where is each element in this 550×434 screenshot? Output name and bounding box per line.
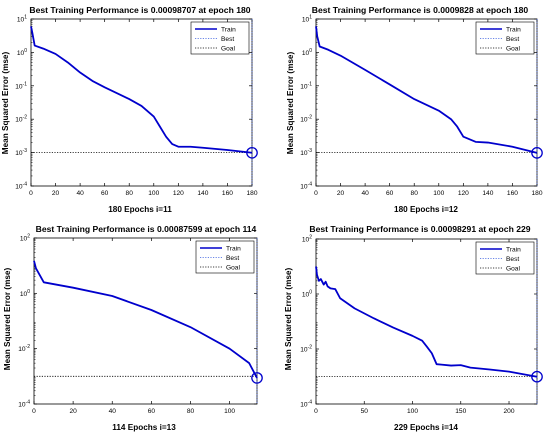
y-tick-label: 10-4 — [18, 400, 30, 409]
y-axis-label: Mean Squared Error (mse) — [3, 268, 12, 371]
best-point-marker — [531, 147, 543, 159]
chart-title: Best Training Performance is 0.00098291 … — [309, 224, 530, 234]
legend-best-label: Best — [226, 255, 239, 262]
chart-title: Best Training Performance is 0.00087599 … — [36, 224, 257, 234]
x-tick-label: 40 — [76, 190, 84, 197]
y-tick-label: 10-1 — [15, 81, 27, 90]
y-tick-label: 10-2 — [300, 345, 312, 354]
x-tick-label: 120 — [458, 190, 469, 197]
best-point-marker — [531, 370, 543, 383]
legend-box — [195, 240, 255, 274]
legend-best-label: Best — [221, 36, 234, 43]
train-series-line — [33, 260, 258, 379]
x-tick-label: 50 — [361, 408, 369, 415]
x-tick-label: 180 — [246, 190, 257, 197]
legend-train-label: Train — [506, 246, 521, 253]
train-series-line — [30, 26, 253, 154]
best-point-marker — [246, 146, 258, 159]
legend-goal-label: Goal — [506, 45, 520, 52]
chart-title: Best Training Performance is 0.00098707 … — [29, 5, 250, 15]
y-tick-label: 10-1 — [300, 81, 312, 90]
x-tick-label: 20 — [69, 408, 77, 415]
legend-box — [190, 21, 250, 55]
x-tick-label: 0 — [29, 190, 33, 197]
y-tick-label: 10-2 — [15, 115, 27, 124]
y-tick-label: 102 — [20, 234, 30, 243]
best-point-marker — [251, 372, 263, 384]
y-tick-label: 10-2 — [300, 115, 312, 124]
train-series-line — [315, 266, 538, 378]
y-tick-label: 101 — [17, 15, 27, 24]
legend-goal-label: Goal — [506, 265, 520, 272]
x-tick-label: 100 — [407, 408, 418, 415]
x-tick-label: 80 — [411, 190, 419, 197]
y-tick-label: 10-2 — [18, 344, 30, 353]
legend-box — [475, 241, 535, 275]
y-tick-label: 10-4 — [300, 400, 312, 409]
x-tick-label: 120 — [173, 190, 184, 197]
y-axis-label: Mean Squared Error (mse) — [284, 268, 293, 371]
legend-best-label: Best — [506, 256, 519, 263]
chart-panel-2: 10-4 10-3 10-2 10-1 100 101 0 20 40 60 80 100 120 140… — [286, 5, 543, 214]
legend-train-label: Train — [226, 245, 241, 252]
x-axis-label: 229 Epochs i=14 — [394, 423, 458, 432]
x-tick-label: 20 — [52, 190, 60, 197]
chart-panel-1: 10-4 10-3 10-2 10-1 100 101 0 20 40 60 80 100 120 140… — [1, 5, 258, 214]
x-tick-label: 40 — [109, 408, 117, 415]
x-tick-label: 40 — [361, 190, 369, 197]
x-tick-label: 20 — [337, 190, 345, 197]
legend-train-label: Train — [506, 26, 521, 33]
x-tick-label: 140 — [482, 190, 493, 197]
legend-goal-label: Goal — [226, 264, 240, 271]
x-tick-label: 160 — [507, 190, 518, 197]
x-tick-label: 0 — [314, 190, 318, 197]
y-tick-label: 100 — [20, 289, 30, 298]
y-tick-label: 10-3 — [300, 148, 312, 157]
chart-panel-3: 10-4 10-2 100 102 0 20 40 60 80 100 Train Best Goal B… — [3, 224, 263, 432]
x-tick-label: 100 — [224, 408, 235, 415]
x-tick-label: 160 — [222, 190, 233, 197]
y-tick-label: 100 — [17, 48, 27, 57]
legend-best-label: Best — [506, 36, 519, 43]
x-axis-label: 180 Epochs i=11 — [108, 205, 172, 214]
y-axis-label: Mean Squared Error (mse) — [286, 52, 295, 155]
x-axis-label: 114 Epochs i=13 — [112, 423, 176, 432]
y-axis-label: Mean Squared Error (mse) — [1, 52, 10, 155]
y-tick-label: 10-3 — [15, 148, 27, 157]
y-tick-label: 10-4 — [300, 182, 312, 191]
x-tick-label: 200 — [504, 408, 515, 415]
y-tick-label: 100 — [302, 48, 312, 57]
x-axis-label: 180 Epochs i=12 — [394, 205, 458, 214]
x-tick-label: 60 — [386, 190, 394, 197]
y-tick-label: 100 — [302, 290, 312, 299]
x-tick-label: 0 — [314, 408, 318, 415]
x-tick-label: 0 — [32, 408, 36, 415]
chart-title: Best Training Performance is 0.0009828 a… — [312, 5, 529, 15]
chart-panel-4: 10-4 10-2 100 102 0 50 100 150 200 Train Best Goal B… — [284, 224, 543, 432]
y-tick-label: 10-4 — [15, 182, 27, 191]
y-tick-label: 102 — [302, 235, 312, 244]
legend-goal-label: Goal — [221, 45, 235, 52]
train-series-line — [315, 26, 538, 154]
x-tick-label: 80 — [126, 190, 134, 197]
x-tick-label: 60 — [148, 408, 156, 415]
legend-train-label: Train — [221, 26, 236, 33]
legend-box — [475, 21, 535, 55]
x-tick-label: 180 — [531, 190, 542, 197]
y-tick-label: 101 — [302, 15, 312, 24]
x-tick-label: 100 — [433, 190, 444, 197]
x-tick-label: 100 — [148, 190, 159, 197]
x-tick-label: 60 — [101, 190, 109, 197]
x-tick-label: 140 — [197, 190, 208, 197]
x-tick-label: 150 — [455, 408, 466, 415]
x-tick-label: 80 — [187, 408, 195, 415]
